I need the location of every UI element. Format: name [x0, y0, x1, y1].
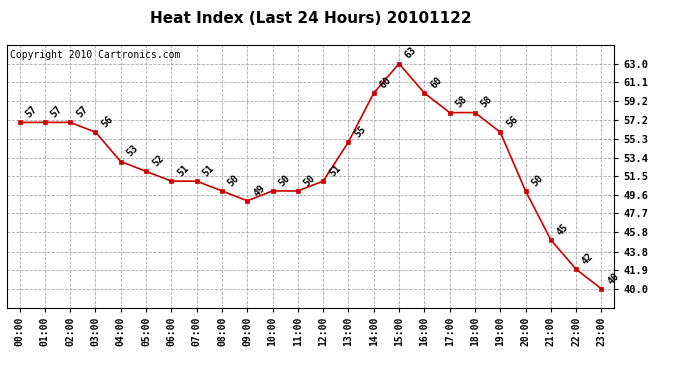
Text: 63: 63 [403, 45, 419, 61]
Text: 56: 56 [99, 114, 115, 129]
Text: 53: 53 [125, 143, 140, 159]
Text: Copyright 2010 Cartronics.com: Copyright 2010 Cartronics.com [10, 50, 180, 60]
Text: 60: 60 [378, 75, 393, 90]
Text: Heat Index (Last 24 Hours) 20101122: Heat Index (Last 24 Hours) 20101122 [150, 11, 471, 26]
Text: 57: 57 [49, 104, 64, 120]
Text: 42: 42 [580, 251, 595, 267]
Text: 57: 57 [23, 104, 39, 120]
Text: 56: 56 [504, 114, 520, 129]
Text: 57: 57 [75, 104, 90, 120]
Text: 51: 51 [327, 163, 343, 178]
Text: 50: 50 [226, 173, 242, 188]
Text: 60: 60 [428, 75, 444, 90]
Text: 49: 49 [251, 183, 267, 198]
Text: 52: 52 [150, 153, 166, 169]
Text: 58: 58 [479, 94, 495, 110]
Text: 58: 58 [454, 94, 469, 110]
Text: 51: 51 [175, 163, 191, 178]
Text: 55: 55 [353, 124, 368, 139]
Text: 50: 50 [302, 173, 317, 188]
Text: 51: 51 [201, 163, 216, 178]
Text: 50: 50 [530, 173, 545, 188]
Text: 40: 40 [606, 271, 621, 286]
Text: 45: 45 [555, 222, 571, 237]
Text: 50: 50 [277, 173, 292, 188]
